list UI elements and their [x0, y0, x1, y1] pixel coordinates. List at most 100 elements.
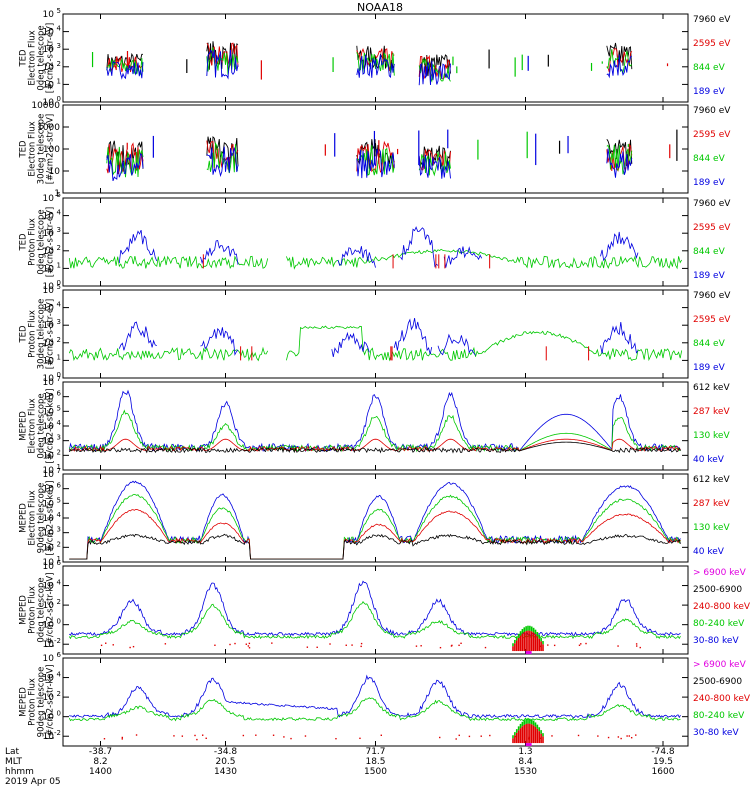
data-mark — [439, 646, 442, 649]
y-label-line: TED — [19, 325, 29, 344]
data-mark — [528, 738, 530, 740]
chart-title: NOAA18 — [357, 1, 403, 14]
y-tick-exponent: 3 — [57, 526, 61, 534]
legend-entry: > 6900 keV — [693, 660, 747, 670]
legend-entry: 189 eV — [693, 178, 726, 188]
data-mark — [121, 736, 124, 739]
y-label-line: [#/cm2-s-str-keV] — [46, 665, 56, 740]
y-tick-label: 10 — [43, 485, 55, 495]
data-mark — [329, 643, 331, 645]
panel-frame — [62, 381, 689, 471]
y-tick-label: 10000 — [31, 101, 60, 111]
y-tick-exponent: 0 — [57, 710, 61, 718]
y-label-line: [#/cm2-s-str-eV] — [46, 114, 56, 184]
legend-entry: 7960 eV — [693, 106, 731, 116]
data-mark — [359, 737, 361, 740]
x-tick-label-hhmm: 1500 — [364, 767, 387, 777]
y-tick-label: 10 — [43, 378, 55, 388]
plot-area — [69, 480, 681, 560]
legend-entry: 844 eV — [693, 339, 726, 349]
data-mark — [173, 735, 175, 737]
legend-entry: 40 keV — [693, 455, 725, 465]
data-mark — [531, 734, 533, 737]
series-2595 eV — [418, 54, 451, 80]
data-mark — [455, 738, 457, 740]
x-tick-label-lat: -38.7 — [89, 747, 112, 757]
y-tick-label: 10 — [43, 422, 55, 432]
data-mark — [620, 737, 622, 740]
y-tick-exponent: 4 — [57, 579, 62, 587]
data-mark — [245, 643, 248, 645]
y-tick-label: 10 — [43, 693, 55, 703]
y-label-line: Electron Flux — [28, 398, 38, 453]
y-tick-label: 10 — [43, 674, 55, 684]
y-tick-exponent: -2 — [54, 637, 61, 645]
y-axis-label: MEPED Electron Flux 0deg telescope [#/cm2-s… — [19, 389, 56, 464]
y-tick-exponent: 4 — [57, 301, 62, 309]
plot-area — [91, 41, 669, 86]
legend-entry: 80-240 keV — [693, 619, 745, 629]
series-189 eV — [606, 54, 633, 79]
y-tick-label: 10 — [43, 466, 55, 476]
y-tick-label: 10 — [43, 713, 55, 723]
y-label-line: [#/cm2-s-str-keV] — [46, 481, 56, 556]
x-tick-label-mlt: 8.4 — [518, 757, 533, 767]
y-tick-exponent: 2 — [57, 60, 61, 68]
data-mark — [617, 645, 619, 647]
x-tick-label-mlt: 20.5 — [215, 757, 235, 767]
series-612-keV — [69, 533, 681, 560]
y-tick-exponent: 3 — [57, 318, 61, 326]
y-tick-exponent: 4 — [57, 671, 62, 679]
panel-frame — [62, 473, 689, 563]
data-mark — [290, 737, 292, 740]
series-844-eV — [68, 325, 683, 362]
plot-area — [68, 226, 683, 270]
y-axis-label: TED Proton Flux 30deg telescope [#/cm2-s-st… — [19, 299, 56, 370]
legend-entry: 240-800 keV — [693, 602, 750, 612]
y-tick-label: 10 — [43, 562, 55, 572]
data-mark — [538, 645, 541, 648]
series-189 eV — [418, 60, 451, 86]
y-tick-label: 10 — [43, 304, 55, 314]
y-tick-exponent: 5 — [57, 283, 61, 291]
data-mark — [639, 646, 641, 649]
data-mark — [103, 738, 106, 740]
y-tick-exponent: 5 — [57, 404, 61, 412]
y-tick-label: 10 — [43, 63, 55, 73]
y-tick-label: 10 — [43, 356, 55, 366]
series-7960 eV — [418, 54, 451, 77]
legend-entry: 7960 eV — [693, 15, 731, 25]
y-tick-label: 10 — [43, 558, 55, 568]
y-label-line: 90deg telescope — [37, 667, 47, 738]
series-287-keV — [69, 438, 681, 452]
data-mark — [214, 644, 216, 646]
series-844 eV — [106, 146, 144, 178]
legend-entry: 2595 eV — [693, 223, 731, 233]
panel-frame — [62, 197, 689, 287]
y-tick-label: 10 — [43, 282, 55, 292]
data-mark — [316, 646, 318, 649]
series-2595 eV — [206, 42, 239, 69]
data-mark — [439, 736, 441, 739]
y-axis-label: MEPED Proton Flux 0deg telescope [#/cm2-s-s… — [19, 573, 56, 648]
legend-entry: 80-240 keV — [693, 711, 745, 721]
data-mark — [135, 734, 138, 736]
data-mark — [132, 645, 135, 648]
y-tick-exponent: 2 — [57, 540, 61, 548]
data-mark — [635, 643, 638, 645]
legend-entry: 844 eV — [693, 247, 726, 257]
panel-frame — [62, 289, 689, 379]
data-mark — [578, 644, 581, 646]
y-tick-exponent: 0 — [57, 95, 61, 103]
data-mark — [380, 734, 383, 736]
y-tick-label: 10 — [43, 601, 55, 611]
series-287-keV — [69, 508, 681, 560]
y-tick-exponent: 6 — [57, 482, 62, 490]
y-tick-exponent: 1 — [57, 77, 61, 85]
data-mark — [480, 735, 482, 737]
legend-entry: 287 keV — [693, 499, 730, 509]
legend-entry: 7960 eV — [693, 291, 731, 301]
